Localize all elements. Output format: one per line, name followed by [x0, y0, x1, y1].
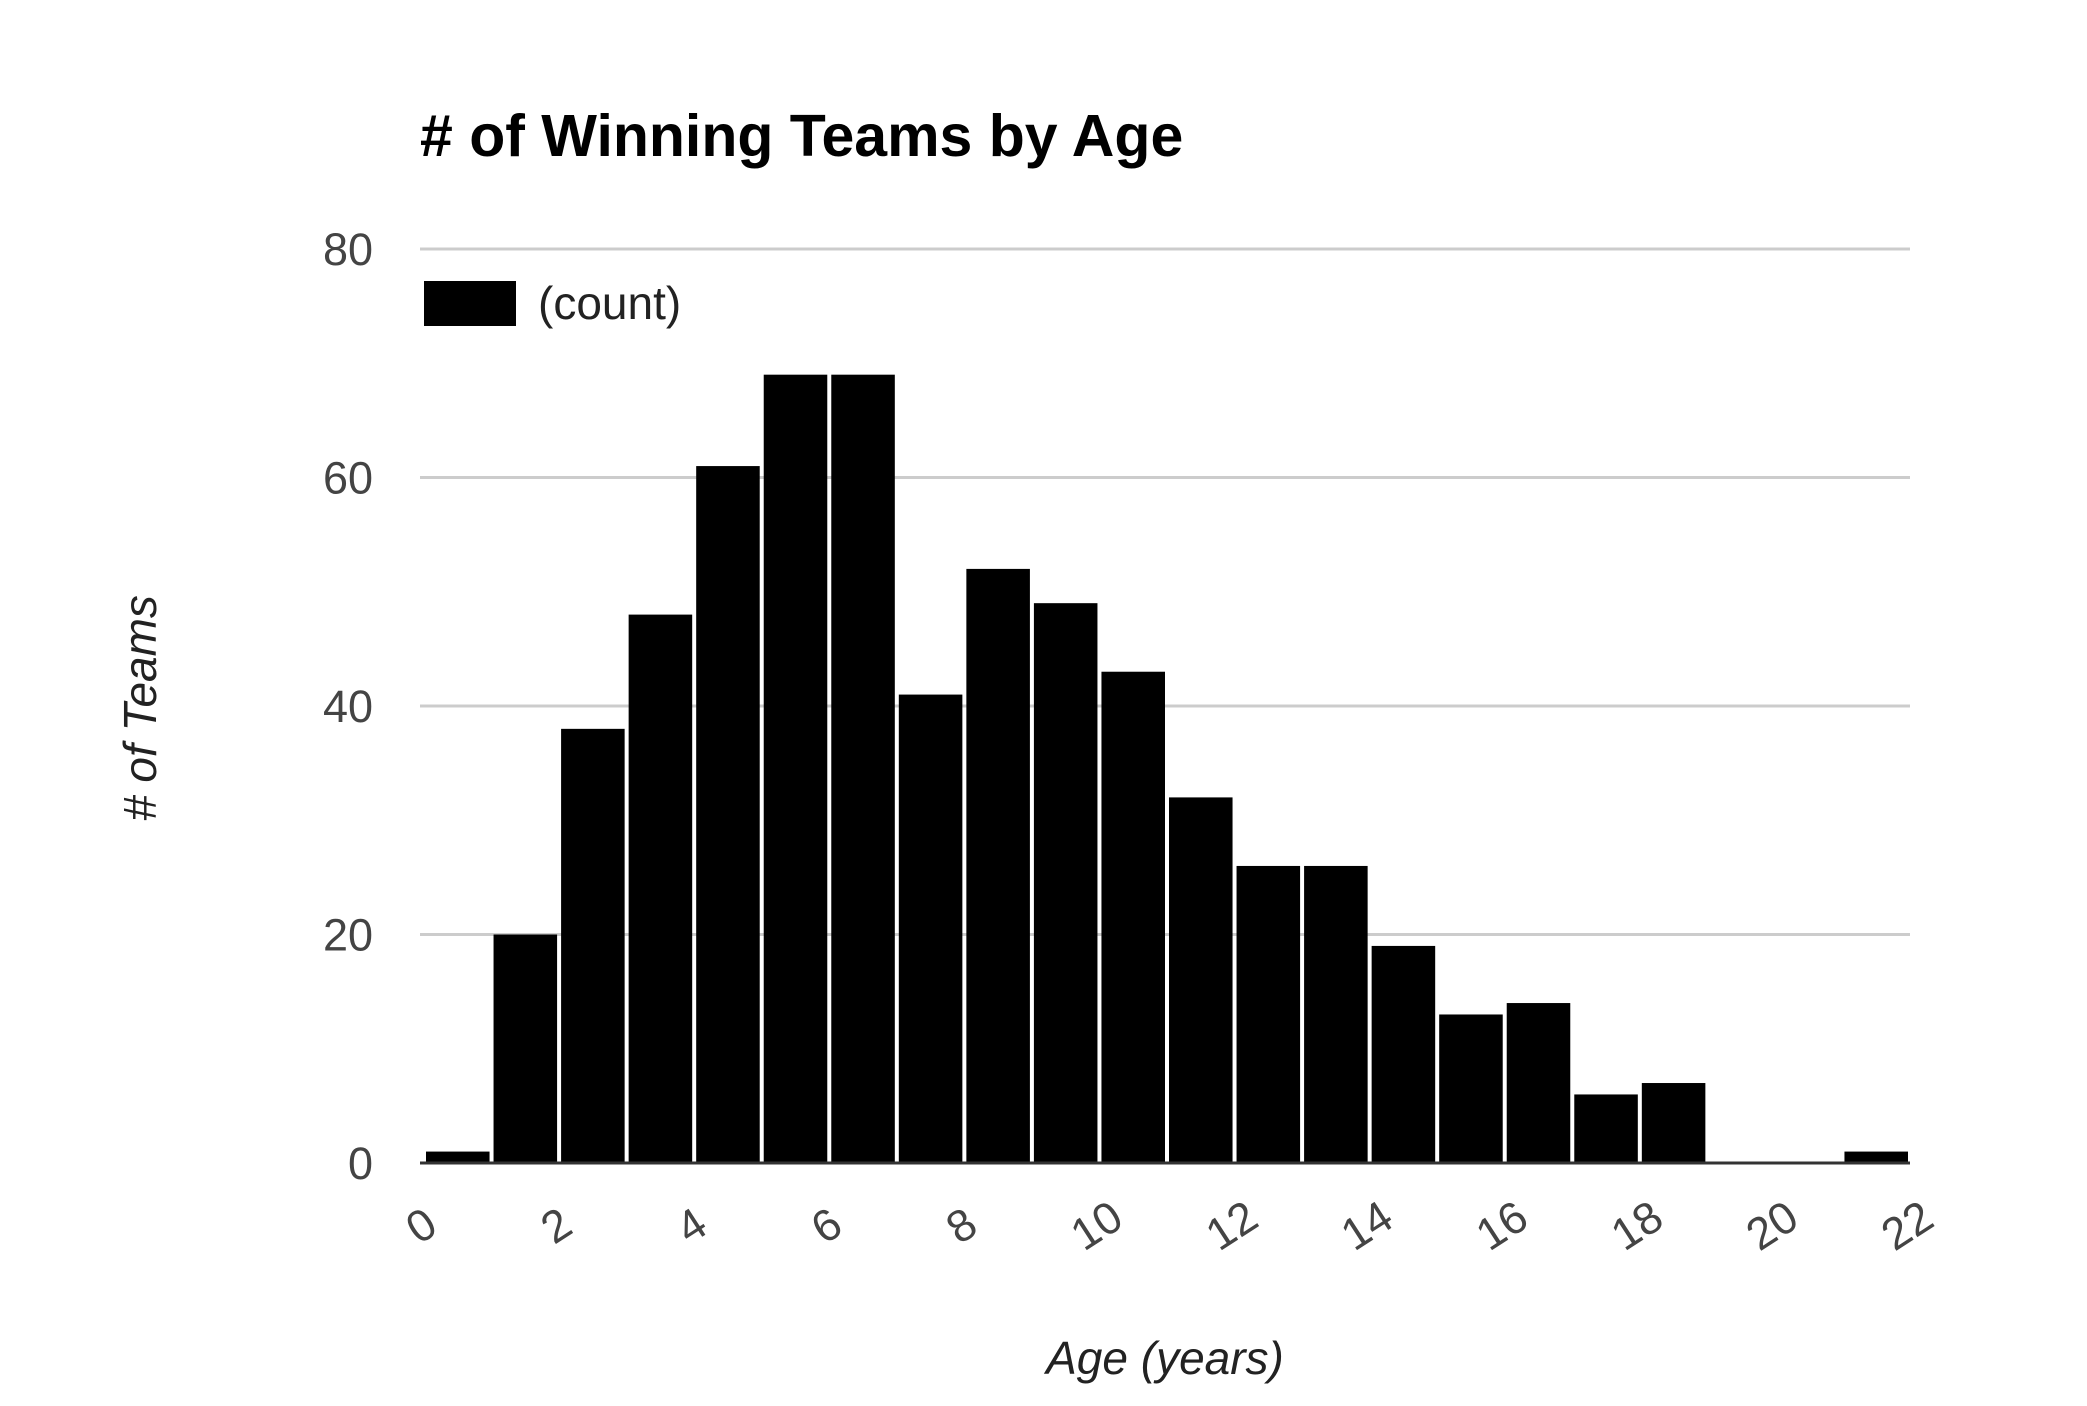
bar: [898, 694, 963, 1163]
bar: [426, 1151, 490, 1163]
chart-title: # of Winning Teams by Age: [420, 103, 1184, 169]
x-axis-label: Age (years): [1046, 1332, 1284, 1384]
y-tick-label: 60: [323, 453, 373, 504]
x-tick-label: 6: [802, 1197, 851, 1253]
x-tick-label: 8: [937, 1197, 986, 1253]
x-tick-label: 10: [1062, 1190, 1132, 1260]
legend-label: (count): [538, 277, 682, 329]
x-tick-label: 4: [667, 1197, 716, 1253]
x-tick-label: 0: [397, 1197, 446, 1253]
bar: [831, 374, 895, 1163]
x-tick-label: 16: [1467, 1190, 1537, 1260]
bar: [1101, 671, 1165, 1163]
legend: (count): [424, 276, 681, 330]
x-tick-label: 20: [1737, 1190, 1807, 1260]
legend-swatch: [424, 280, 516, 326]
bar: [763, 374, 828, 1163]
bar: [1641, 1083, 1706, 1163]
y-tick-label: 40: [323, 681, 373, 732]
x-tick-label: 18: [1602, 1190, 1672, 1260]
bar: [696, 466, 760, 1163]
bar: [1169, 797, 1233, 1163]
bar: [1844, 1151, 1908, 1163]
x-tick-label: 22: [1872, 1190, 1942, 1260]
bar: [1236, 865, 1301, 1163]
y-tick-label: 0: [348, 1138, 373, 1189]
bar: [1506, 1003, 1571, 1163]
bar: [561, 728, 625, 1163]
bar: [493, 934, 558, 1163]
x-tick-label: 12: [1197, 1190, 1267, 1260]
y-tick-label: 20: [323, 910, 373, 961]
bar: [628, 614, 693, 1163]
bar: [1371, 945, 1436, 1163]
x-tick-label: 2: [532, 1197, 581, 1253]
bar: [966, 568, 1030, 1163]
y-tick-label: 80: [323, 224, 373, 275]
bar: [1304, 865, 1368, 1163]
bar: [1574, 1094, 1638, 1163]
bar: [1439, 1014, 1503, 1163]
x-tick-label: 14: [1332, 1190, 1402, 1260]
bar: [1033, 603, 1098, 1163]
